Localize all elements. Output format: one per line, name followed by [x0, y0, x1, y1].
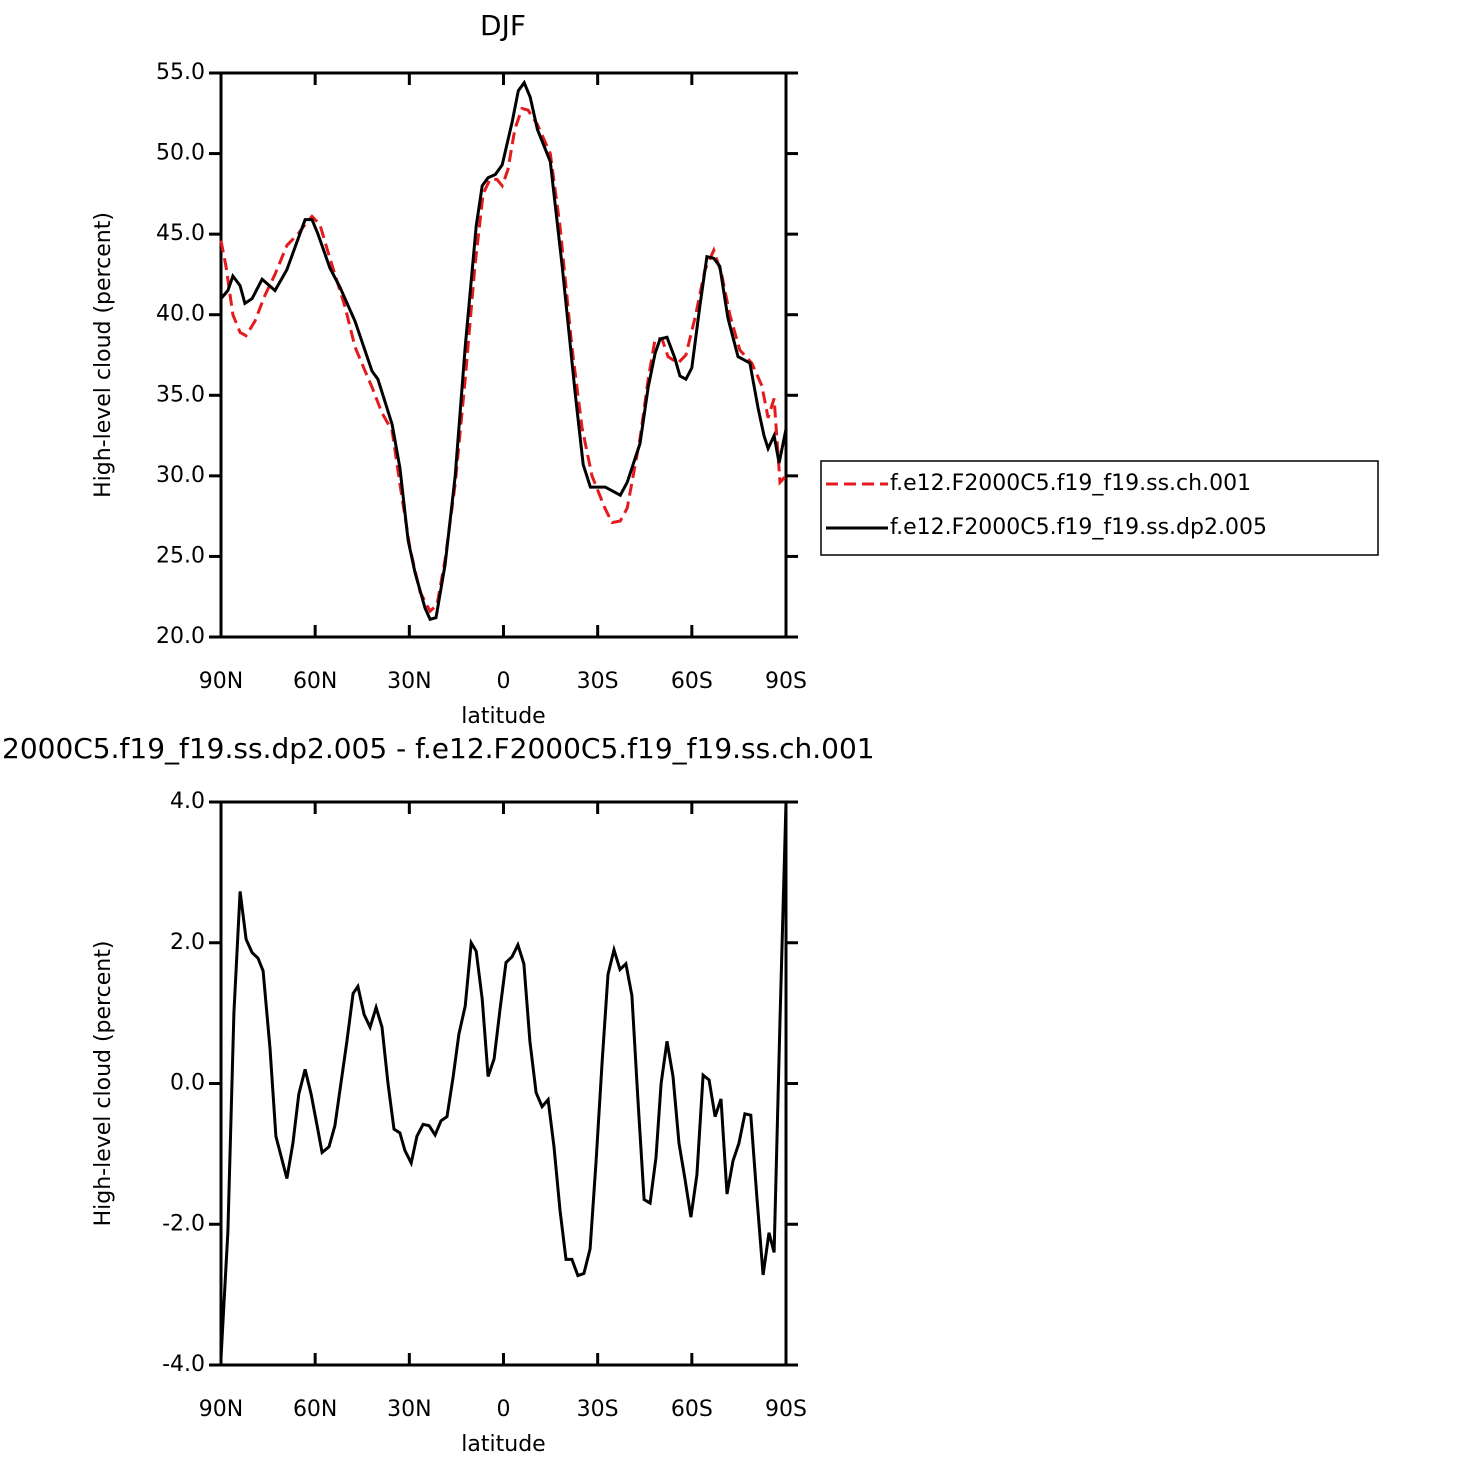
x-tick-label: 90N: [199, 1397, 243, 1422]
y-tick-label: 40.0: [156, 302, 205, 327]
x-tick-label: 30S: [577, 669, 619, 694]
data-line: [219, 801, 788, 1359]
x-tick-label: 30S: [577, 1397, 619, 1422]
y-tick-label: 45.0: [156, 221, 205, 246]
y-tick-label: 50.0: [156, 141, 205, 166]
x-tick-label: 60N: [293, 1397, 337, 1422]
y-tick-label: 30.0: [156, 463, 205, 488]
y-tick-label: 4.0: [170, 789, 205, 814]
y-tick-label: -4.0: [162, 1352, 205, 1377]
x-tick-label: 0: [497, 669, 511, 694]
y-tick-label: 25.0: [156, 543, 205, 568]
y-axis-label: High-level cloud (percent): [91, 941, 116, 1227]
x-tick-label: 0: [497, 1397, 511, 1422]
x-axis-label: latitude: [461, 704, 545, 729]
y-tick-label: 2.0: [170, 930, 205, 955]
data-line: [219, 79, 788, 622]
x-tick-label: 90S: [765, 669, 807, 694]
y-tick-label: -2.0: [162, 1211, 205, 1236]
x-tick-label: 30N: [387, 1397, 431, 1422]
y-axis-label: High-level cloud (percent): [91, 212, 116, 498]
legend-label: f.e12.F2000C5.f19_f19.ss.ch.001: [890, 471, 1251, 496]
y-tick-label: 0.0: [170, 1071, 205, 1096]
x-tick-label: 60S: [671, 1397, 713, 1422]
x-tick-label: 60N: [293, 669, 337, 694]
data-line: [219, 106, 788, 614]
x-tick-label: 90S: [765, 1397, 807, 1422]
chart-title: DJF: [480, 9, 526, 42]
x-axis-label: latitude: [461, 1432, 545, 1457]
y-tick-label: 55.0: [156, 60, 205, 85]
x-tick-label: 90N: [199, 669, 243, 694]
x-tick-label: 30N: [387, 669, 431, 694]
y-tick-label: 20.0: [156, 624, 205, 649]
legend-box: [820, 460, 1379, 556]
legend-label: f.e12.F2000C5.f19_f19.ss.dp2.005: [890, 515, 1267, 540]
x-tick-label: 60S: [671, 669, 713, 694]
chart-title: 2000C5.f19_f19.ss.dp2.005 - f.e12.F2000C…: [2, 732, 875, 765]
y-tick-label: 35.0: [156, 382, 205, 407]
